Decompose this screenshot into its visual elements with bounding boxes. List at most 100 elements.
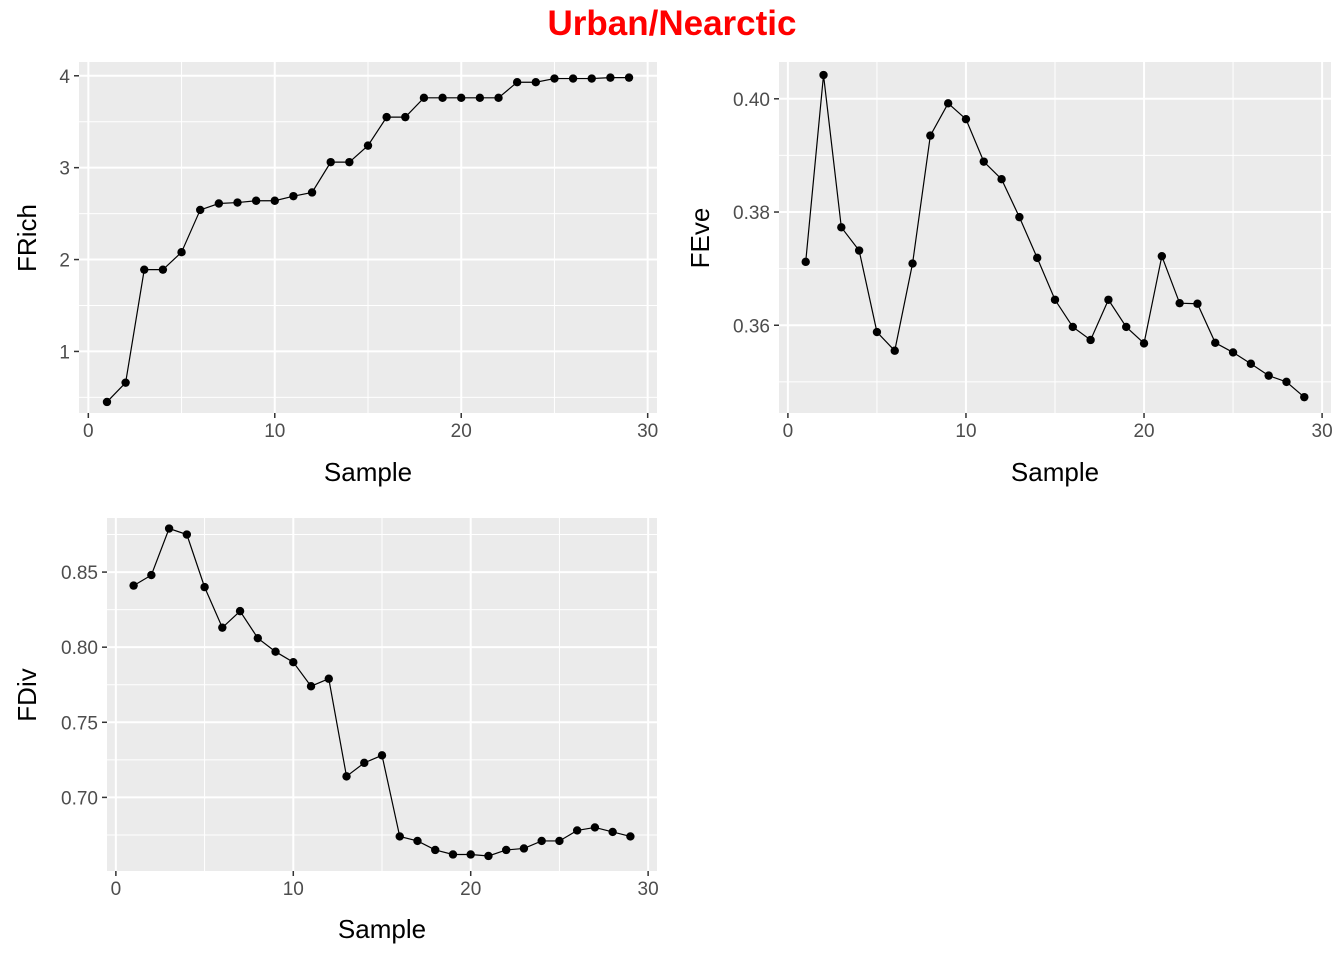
data-point — [438, 93, 447, 103]
y-tick-label: 0.70 — [61, 788, 98, 809]
data-point — [606, 73, 615, 82]
data-point — [1282, 377, 1291, 387]
y-tick-label: 3 — [59, 159, 70, 180]
y-tick-label: 0.75 — [61, 713, 98, 734]
y-axis-title: FEve — [685, 208, 715, 269]
data-point — [1050, 295, 1060, 304]
data-point — [1193, 299, 1202, 308]
x-tick-label: 20 — [451, 421, 472, 442]
data-point — [431, 845, 440, 855]
data-point — [307, 188, 317, 197]
data-point — [147, 570, 156, 580]
data-point — [235, 606, 245, 616]
data-point — [1246, 359, 1256, 368]
data-point — [837, 223, 846, 232]
data-point — [360, 758, 369, 768]
data-point — [519, 844, 529, 853]
y-tick-label: 0.38 — [733, 203, 770, 224]
data-point — [1139, 339, 1149, 348]
x-tick-label: 10 — [264, 421, 285, 442]
data-point — [1211, 338, 1220, 347]
data-point — [289, 191, 298, 201]
data-point — [997, 174, 1006, 184]
data-point — [102, 397, 112, 407]
data-point — [872, 327, 882, 337]
figure-title: Urban/Nearctic — [547, 4, 797, 43]
data-point — [961, 114, 971, 124]
data-point — [926, 131, 935, 140]
data-point — [1228, 348, 1238, 357]
data-point — [270, 196, 279, 205]
data-point — [164, 524, 174, 533]
data-point — [484, 851, 493, 861]
x-tick-label: 0 — [111, 879, 122, 900]
data-point — [1032, 253, 1042, 263]
data-point — [158, 265, 168, 274]
data-point — [512, 78, 522, 87]
data-point — [253, 633, 263, 643]
x-tick-label: 30 — [637, 421, 658, 442]
data-point — [608, 827, 617, 837]
x-tick-label: 0 — [83, 421, 94, 442]
data-point — [854, 246, 864, 255]
data-point — [326, 157, 335, 167]
data-point — [501, 845, 511, 855]
y-axis-title: FRich — [12, 204, 42, 272]
data-point — [233, 198, 242, 207]
data-point — [626, 832, 635, 841]
data-point — [377, 751, 387, 760]
data-point — [466, 850, 475, 859]
x-tick-label: 10 — [283, 879, 304, 900]
data-point — [182, 530, 192, 539]
y-axis-title: FDiv — [12, 668, 42, 721]
data-point — [1068, 322, 1078, 332]
data-point — [457, 93, 466, 103]
data-point — [555, 836, 564, 846]
data-point — [590, 823, 600, 832]
data-point — [177, 248, 186, 257]
y-tick-label: 0.85 — [61, 563, 98, 584]
x-tick-label: 30 — [1312, 421, 1333, 442]
data-point — [306, 682, 316, 691]
data-point — [129, 581, 138, 590]
data-point — [819, 70, 828, 80]
data-point — [413, 836, 422, 846]
data-point — [1157, 251, 1167, 261]
data-point — [140, 265, 149, 274]
data-point — [943, 99, 953, 108]
data-point — [395, 832, 404, 841]
data-point — [271, 647, 280, 656]
data-point — [801, 257, 810, 267]
data-point — [1104, 295, 1113, 304]
data-point — [908, 259, 917, 268]
data-point — [218, 623, 227, 632]
data-point — [345, 157, 354, 167]
x-tick-label: 10 — [955, 421, 976, 442]
y-tick-label: 4 — [59, 67, 70, 88]
y-tick-label: 1 — [59, 342, 70, 363]
data-point — [448, 850, 458, 859]
data-point — [1122, 322, 1131, 332]
data-point — [890, 346, 899, 355]
data-point — [1300, 392, 1309, 402]
x-axis-title: Sample — [338, 914, 426, 944]
data-point — [200, 582, 209, 592]
y-tick-label: 0.40 — [733, 90, 770, 111]
data-point — [251, 196, 261, 205]
data-point — [572, 826, 582, 835]
data-point — [342, 772, 351, 781]
y-tick-label: 2 — [59, 251, 70, 272]
data-point — [1175, 298, 1184, 308]
data-point — [624, 73, 634, 82]
y-tick-label: 0.36 — [733, 316, 770, 337]
data-point — [419, 93, 429, 103]
data-point — [401, 112, 410, 122]
data-point — [568, 74, 578, 83]
x-axis-title: Sample — [324, 457, 412, 487]
data-point — [531, 78, 541, 87]
data-point — [1264, 371, 1273, 380]
data-point — [382, 112, 391, 122]
data-point — [121, 378, 130, 387]
data-point — [587, 74, 596, 83]
